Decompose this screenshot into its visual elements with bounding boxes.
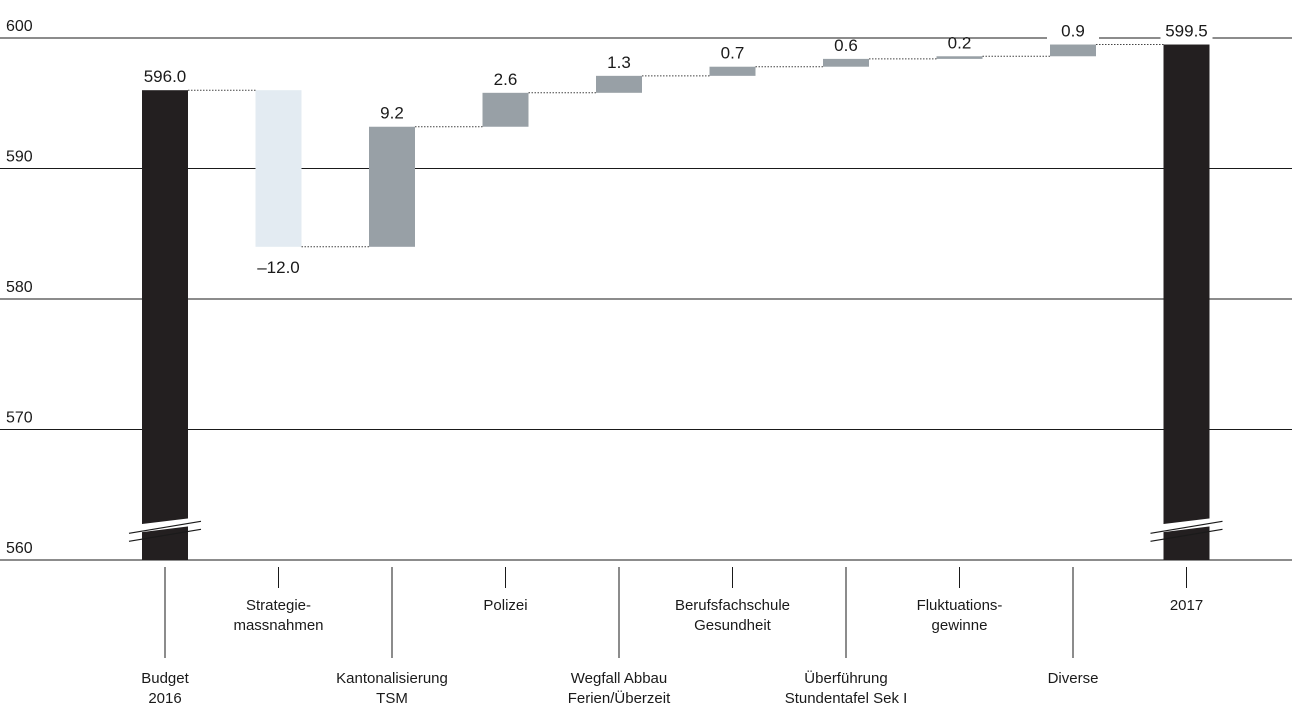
- value-label: 0.2: [948, 33, 972, 52]
- category-label: gewinne: [932, 617, 988, 634]
- bar: [482, 92, 529, 127]
- y-tick-labels: 600 590 580 570 560: [6, 18, 33, 557]
- axis-break-gap: [138, 518, 190, 533]
- category-label: Diverse: [1048, 670, 1099, 687]
- category-label: TSM: [376, 690, 408, 707]
- category-label: 2016: [148, 690, 181, 707]
- category-label: Gesundheit: [694, 617, 772, 634]
- bar: [369, 126, 415, 247]
- y-tick-label: 580: [6, 279, 33, 296]
- category-label: 2017: [1170, 597, 1203, 614]
- bar: [255, 90, 302, 247]
- category-labels: Budget 2016 Strategie-massnahmen Kantonalis…: [141, 567, 1203, 707]
- bar: [709, 66, 756, 76]
- value-labels: 596.0 –12.0 9.2 2.6 1.3 0.7 0.6 0.2 0.9 599.5: [144, 19, 1213, 277]
- bar: [936, 56, 983, 59]
- category-label: Überführung: [804, 669, 887, 687]
- category-label: Stundentafel Sek I: [785, 690, 908, 707]
- value-label: 0.6: [834, 36, 858, 55]
- value-label: 0.7: [721, 44, 745, 63]
- category-label: Kantonalisierung: [336, 670, 448, 687]
- y-tick-label: 560: [6, 540, 33, 557]
- category-label: Fluktuations-: [917, 597, 1003, 614]
- axis-break-line: [1150, 528, 1223, 542]
- value-label: 9.2: [380, 104, 404, 123]
- y-tick-label: 570: [6, 410, 33, 427]
- axis-break-gap: [1160, 518, 1212, 533]
- category-label: Strategie-: [246, 597, 311, 614]
- value-label: 596.0: [144, 67, 187, 86]
- value-label: 1.3: [607, 53, 631, 72]
- category-label: Budget: [141, 670, 189, 687]
- connectors: [188, 44, 1164, 248]
- axis-break-line: [128, 528, 202, 542]
- y-tick-label: 590: [6, 149, 33, 166]
- category-label: Wegfall Abbau: [571, 670, 667, 687]
- bar: [1163, 44, 1210, 560]
- bar: [596, 75, 642, 93]
- value-label-bg: [1047, 19, 1099, 42]
- category-label: Ferien/Überzeit: [568, 689, 671, 707]
- category-label: Polizei: [483, 597, 527, 614]
- y-tick-label: 600: [6, 18, 33, 35]
- bar: [823, 58, 869, 67]
- gridlines: [0, 37, 1292, 561]
- value-label: –12.0: [257, 258, 300, 277]
- value-label: 2.6: [494, 70, 518, 89]
- value-label: 599.5: [1165, 22, 1208, 41]
- bars: [142, 44, 1210, 560]
- category-label: massnahmen: [233, 617, 323, 634]
- value-label: 0.9: [1061, 22, 1085, 41]
- bar: [142, 90, 188, 560]
- category-label: Berufsfachschule: [675, 597, 790, 614]
- axis-break-line: [1150, 520, 1223, 534]
- value-label-bg: [1160, 19, 1213, 42]
- axis-break-marks: [128, 518, 1223, 542]
- bar: [1050, 44, 1096, 57]
- axis-break-line: [128, 520, 202, 534]
